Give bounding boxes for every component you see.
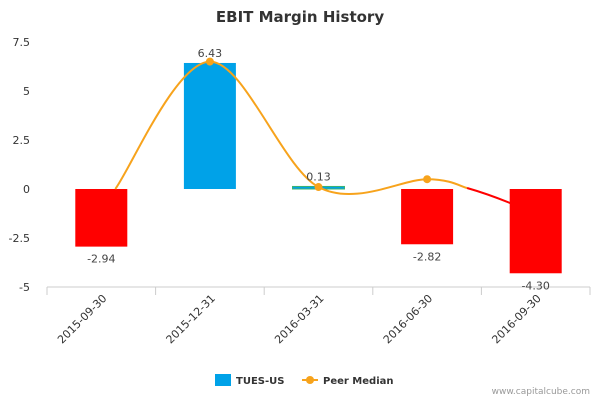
legend: TUES-US Peer Median [215,374,394,387]
bar [75,189,128,247]
data-label: 0.13 [306,170,331,183]
x-tick-label: 2015-12-31 [164,292,218,346]
legend-marker-peer-median [306,376,314,384]
y-tick-label: 7.5 [13,36,31,49]
y-tick-label: 0 [23,183,30,196]
peer-median-point [205,57,214,66]
x-axis: 2015-09-30 2015-12-31 2016-03-31 2016-06-30… [46,286,591,346]
legend-swatch-tues-us [215,374,231,386]
peer-median-line-negative-segment [466,187,529,212]
bar [401,189,454,245]
peer-median-line [114,60,468,196]
y-axis: 7.5 5 2.5 0 -2.5 -5 [9,36,30,294]
x-tick-label: 2015-09-30 [55,292,109,346]
data-labels: -2.94 6.43 0.13 -2.82 -4.30 [87,47,550,292]
peer-median-point [314,183,323,192]
data-label: -2.82 [413,250,441,263]
x-tick-label: 2016-09-30 [489,292,543,346]
legend-item-peer-median[interactable]: Peer Median [302,376,394,387]
line-series-peer-median [114,57,529,212]
y-tick-label: -5 [19,281,30,294]
legend-label-tues-us: TUES-US [236,376,284,387]
data-label: -2.94 [87,253,115,266]
bar-series-tues-us [75,62,562,274]
legend-item-tues-us[interactable]: TUES-US [215,374,284,387]
data-label: -4.30 [521,279,549,292]
legend-label-peer-median: Peer Median [323,376,394,387]
y-tick-label: 2.5 [13,134,31,147]
x-tick-label: 2016-03-31 [272,292,326,346]
credit-text: www.capitalcube.com [492,387,590,397]
bar [183,62,236,189]
chart-title: EBIT Margin History [216,8,384,26]
data-label: 6.43 [198,47,223,60]
x-tick-label: 2016-06-30 [381,292,435,346]
y-tick-label: 5 [23,85,30,98]
peer-median-point [423,175,432,184]
bar [509,189,562,274]
y-tick-label: -2.5 [9,232,30,245]
